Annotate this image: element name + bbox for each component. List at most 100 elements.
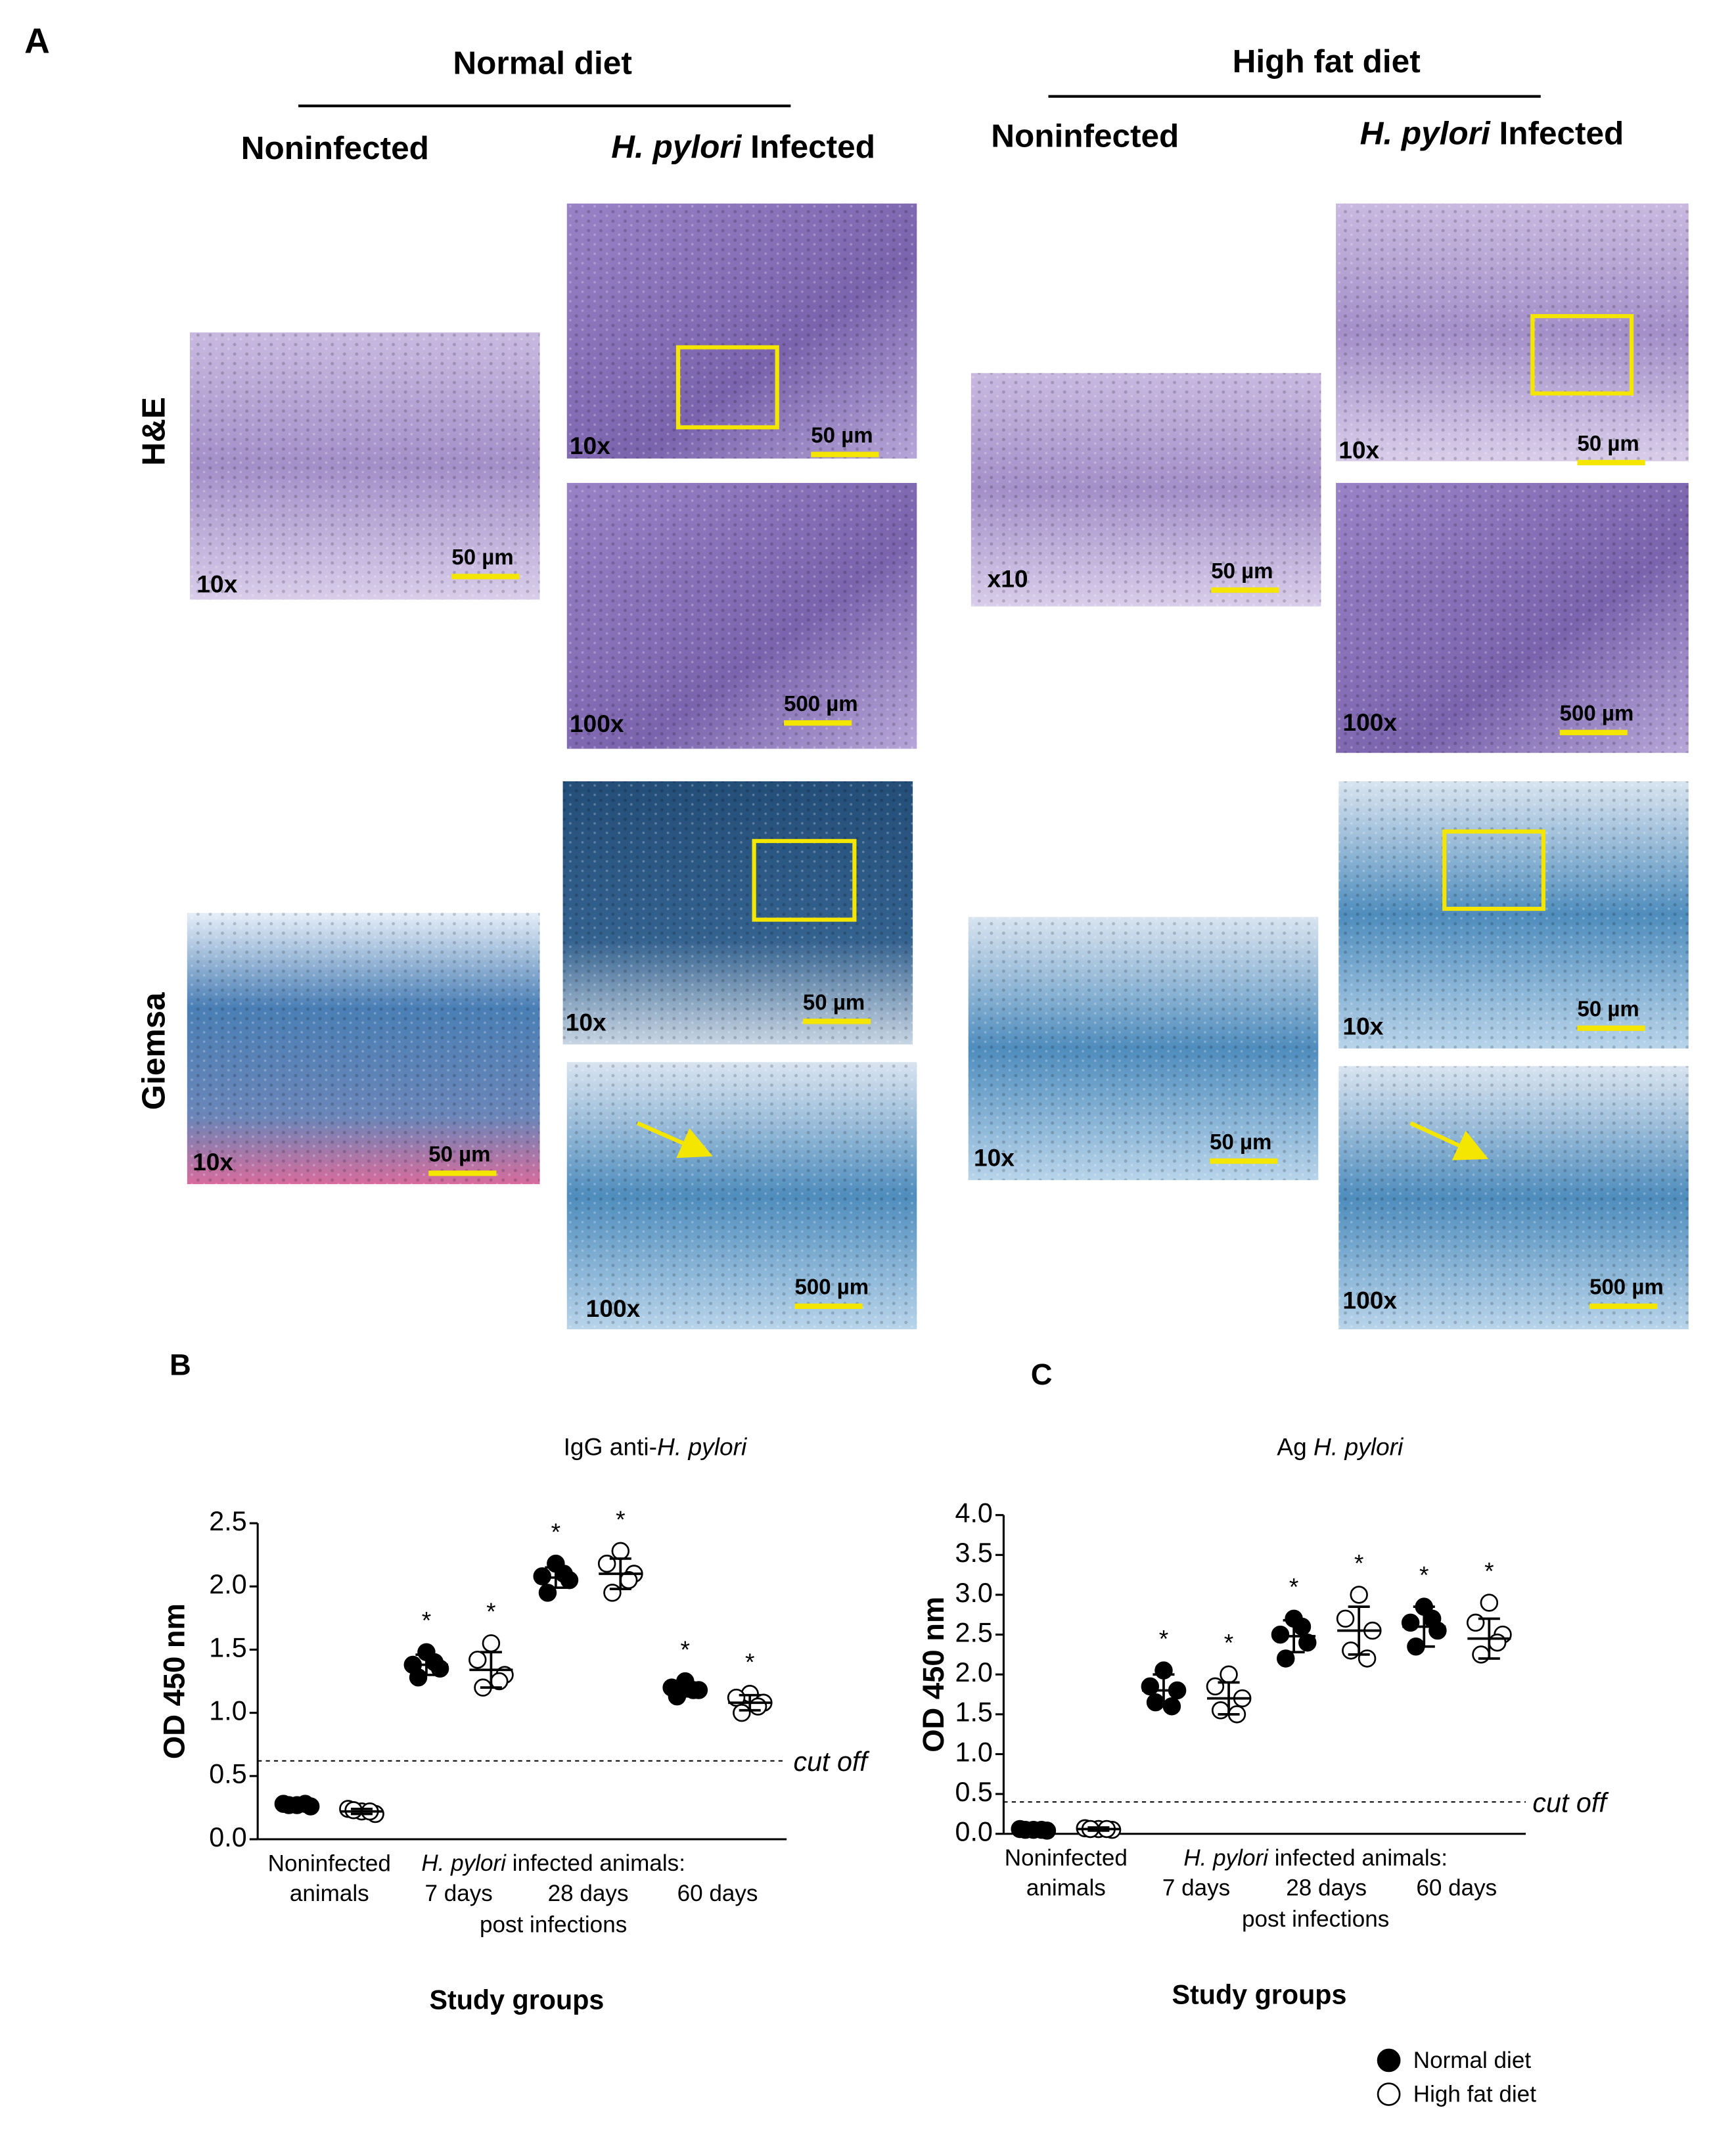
micrograph-texture (971, 373, 1321, 607)
y-tick-label: 2.5 (209, 1506, 246, 1536)
y-tick-label: 0.0 (955, 1817, 993, 1847)
y-axis-title: OD 450 nm (917, 1597, 950, 1753)
region-box (675, 345, 779, 430)
significance: * (616, 1505, 625, 1533)
data-point (1146, 1693, 1165, 1712)
data-point (1401, 1613, 1420, 1632)
magnification: 10x (570, 432, 610, 459)
magnification: 100x (1342, 708, 1397, 736)
column-title-part: Noninfected (241, 130, 429, 166)
data-point (1141, 1677, 1160, 1696)
scale-bar-label: 50 µm (1211, 559, 1273, 583)
legend-label: High fat diet (1413, 2081, 1536, 2107)
magnification: 10x (566, 1008, 606, 1036)
legend-marker (1377, 2082, 1401, 2106)
scale-bar-label: 500 µm (795, 1275, 869, 1299)
column-title-part: H. pylori (1360, 116, 1491, 152)
data-point (344, 1801, 363, 1820)
scale-bar-label: 500 µm (784, 691, 858, 716)
scale-bar-label: 50 µm (1210, 1130, 1271, 1154)
x-axis-title: Study groups (1172, 1979, 1347, 2009)
magnification: 100x (1342, 1286, 1397, 1314)
micrograph-texture (1338, 781, 1689, 1049)
y-tick-label: 2.0 (209, 1569, 246, 1599)
x-tick-label: 28 days (548, 1881, 629, 1906)
magnification: 10x (974, 1144, 1015, 1172)
data-point (1488, 1633, 1507, 1652)
data-point (1423, 1609, 1442, 1628)
column-title-part: H. pylori (611, 129, 742, 165)
micrograph-texture (566, 1062, 917, 1329)
significance: * (681, 1636, 690, 1663)
x-group-label-part: H. pylori (1183, 1845, 1269, 1871)
y-axis-title: OD 450 nm (157, 1603, 191, 1759)
panel-label: A (24, 21, 50, 60)
scale-bar-label: 500 µm (1560, 701, 1634, 725)
x-tick-label: Noninfected (1005, 1845, 1128, 1871)
column-title-part: Infected (1490, 116, 1624, 152)
cutoff-label: cut off (1532, 1787, 1609, 1818)
cutoff-label: cut off (793, 1747, 870, 1777)
magnification: 10x (196, 570, 237, 598)
arrow (1409, 1121, 1489, 1160)
significance: * (1484, 1557, 1494, 1584)
data-point (1277, 1649, 1295, 1668)
significance: * (1159, 1625, 1168, 1653)
magnification: 10x (193, 1148, 233, 1176)
y-tick-label: 0.5 (209, 1759, 246, 1789)
region-box (752, 838, 857, 922)
data-point (1220, 1665, 1238, 1684)
data-point (1480, 1593, 1499, 1612)
x-tick-label: 28 days (1286, 1875, 1367, 1901)
data-point (1206, 1677, 1225, 1696)
micrograph-texture (1336, 482, 1689, 753)
data-point (533, 1567, 551, 1586)
data-point (1336, 1609, 1355, 1628)
x-tick-label: 60 days (677, 1881, 758, 1906)
y-tick-label: 0.5 (955, 1777, 993, 1807)
micrograph-texture (1336, 203, 1689, 461)
data-point (1342, 1641, 1360, 1660)
data-point (1350, 1586, 1368, 1604)
column-title: Noninfected (241, 130, 429, 166)
x-tick-label: 60 days (1416, 1875, 1497, 1901)
magnification: 10x (1342, 1013, 1383, 1040)
group-title: Normal diet (453, 45, 631, 81)
significance: * (422, 1607, 431, 1634)
x-tick-label: Noninfected (268, 1850, 391, 1876)
row-label: Giemsa (135, 992, 171, 1110)
column-title-part: Noninfected (991, 118, 1179, 154)
column-title: Noninfected (991, 118, 1179, 154)
chart-title: IgG anti-H. pylori (564, 1432, 748, 1460)
y-tick-label: 1.0 (955, 1737, 993, 1767)
data-point (482, 1634, 501, 1653)
micrograph-texture (566, 203, 917, 459)
y-tick-label: 4.0 (955, 1498, 993, 1528)
column-title: H. pylori Infected (611, 129, 875, 165)
chart-title-part: IgG anti- (564, 1432, 657, 1460)
significance: * (1289, 1573, 1298, 1601)
data-point (409, 1668, 428, 1687)
legend-marker (1377, 2048, 1401, 2073)
data-point (1466, 1613, 1485, 1632)
y-tick-label: 1.5 (955, 1697, 993, 1728)
significance: * (1354, 1549, 1363, 1576)
y-tick-label: 1.5 (209, 1632, 246, 1662)
data-point (425, 1653, 444, 1672)
x-axis-title: Study groups (429, 1985, 604, 2015)
panel-label: C (1031, 1358, 1053, 1391)
micrograph-texture (566, 482, 917, 749)
scale-bar-label: 50 µm (803, 990, 865, 1014)
column-title: H. pylori Infected (1360, 116, 1624, 152)
scale-bar-label: 50 µm (1578, 997, 1639, 1021)
x-tick-label: 7 days (1162, 1875, 1230, 1901)
data-point (468, 1651, 487, 1669)
x-tick-label: 7 days (424, 1881, 492, 1906)
micrograph-texture (187, 913, 540, 1185)
chart-title-part: Ag (1277, 1432, 1313, 1460)
chart-title-part: H. pylori (657, 1432, 748, 1460)
x-group-label: H. pylori infected animals: (421, 1850, 685, 1876)
significance: * (486, 1597, 495, 1625)
row-label: H&E (135, 397, 171, 466)
